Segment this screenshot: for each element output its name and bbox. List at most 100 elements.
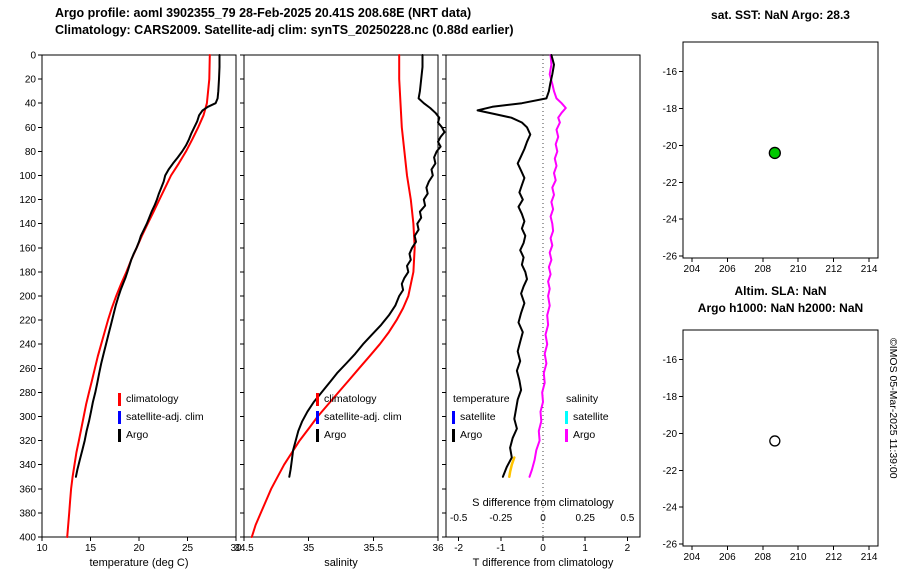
svg-text:280: 280: [19, 388, 36, 399]
salinity_profile-x-axis: 34.5 35 35.5 36: [234, 537, 444, 554]
svg-text:20: 20: [25, 75, 37, 86]
s-difference-axis-label: S difference from climatology: [472, 497, 614, 509]
svg-text:-26: -26: [663, 252, 678, 263]
sla-map-title-line1: Altim. SLA: NaN: [734, 284, 827, 298]
temperature-difference-argo-line: [476, 54, 555, 478]
argo-salinity-line-swatch: [565, 428, 568, 442]
svg-text:-0.25: -0.25: [489, 513, 512, 524]
svg-text:140: 140: [19, 219, 36, 230]
legend-label: Argo: [126, 428, 149, 441]
legend-label: climatology: [126, 392, 179, 405]
legend-label: Argo: [324, 428, 347, 441]
svg-text:-22: -22: [663, 466, 678, 477]
salinity_profile-y-axis: [240, 54, 244, 538]
svg-text:100: 100: [19, 171, 36, 182]
svg-text:214: 214: [861, 552, 878, 563]
legend-item: satellite: [452, 408, 510, 426]
climatology-temperature-line: [66, 54, 211, 538]
legend-label: satellite: [460, 410, 496, 423]
climatology-line-swatch: [316, 392, 319, 406]
legend-item: satellite-adj. clim: [118, 408, 204, 426]
sla-map-title-line2: Argo h1000: NaN h2000: NaN: [697, 301, 864, 315]
svg-text:0.25: 0.25: [575, 513, 595, 524]
legend-item: Argo: [316, 426, 402, 444]
legend-item: satellite-adj. clim: [316, 408, 402, 426]
svg-text:240: 240: [19, 340, 36, 351]
legend-label: climatology: [324, 392, 377, 405]
temperature_profile-x-label: temperature (deg C): [89, 557, 188, 569]
svg-text:214: 214: [861, 264, 878, 275]
legend-label: satellite-adj. clim: [126, 410, 204, 423]
svg-text:200: 200: [19, 292, 36, 303]
legend-header-label: salinity: [566, 392, 599, 405]
svg-text:-20: -20: [663, 429, 678, 440]
salinity_profile-panel: 34.5 35 35.5 36 salinity: [234, 54, 446, 569]
sst_map-panel: 204 206 208 210 212 214 -16 -18 -20 -22 -24 -26: [663, 41, 879, 275]
sst-map-title: sat. SST: NaN Argo: 28.3: [711, 8, 850, 22]
svg-text:34.5: 34.5: [234, 543, 254, 554]
imos-copyright-watermark: ©IMOS 05-Mar-2025 11:39:00: [887, 338, 899, 479]
legend-header: temperature: [452, 390, 510, 408]
svg-text:208: 208: [754, 264, 771, 275]
svg-text:-2: -2: [454, 543, 463, 554]
svg-text:206: 206: [719, 264, 736, 275]
difference_profile-x-axis: -2 -1 0 1 2: [454, 537, 631, 554]
svg-text:60: 60: [25, 123, 37, 134]
temperature-legend: climatology satellite-adj. clim Argo: [118, 390, 204, 444]
legend-header: salinity: [565, 390, 609, 408]
svg-text:210: 210: [790, 264, 807, 275]
salinity-difference-argo-line: [528, 54, 567, 478]
svg-text:-16: -16: [663, 67, 678, 78]
argo-temperature-line: [74, 54, 221, 478]
svg-text:20: 20: [133, 543, 145, 554]
svg-text:-18: -18: [663, 392, 678, 403]
svg-text:0: 0: [30, 51, 36, 62]
s-difference-axis-ticks: -0.5 -0.25 0 0.25 0.5: [450, 513, 635, 524]
legend-item: climatology: [118, 390, 204, 408]
svg-text:40: 40: [25, 99, 37, 110]
figure-title-line1: Argo profile: aoml 3902355_79 28-Feb-202…: [55, 6, 472, 20]
satellite-adj-line-swatch: [316, 410, 319, 424]
svg-text:360: 360: [19, 484, 36, 495]
sla_map-y-axis: -16 -18 -20 -22 -24 -26: [663, 355, 683, 551]
temperature_profile-y-axis: 0 20 40 60 80 100 120 140 160 180 200 220 240 260 280 3…: [19, 51, 42, 544]
argo-salinity-line: [288, 54, 446, 478]
temperature_profile-axes-box: [41, 54, 237, 538]
svg-text:36: 36: [432, 543, 444, 554]
sst_map-x-axis: 204 206 208 210 212 214: [684, 258, 878, 275]
svg-text:204: 204: [684, 552, 701, 563]
svg-text:80: 80: [25, 147, 37, 158]
svg-text:300: 300: [19, 412, 36, 423]
sst_map-y-axis: -16 -18 -20 -22 -24 -26: [663, 67, 683, 263]
svg-text:340: 340: [19, 460, 36, 471]
svg-text:-24: -24: [663, 215, 678, 226]
svg-text:30: 30: [230, 543, 242, 554]
svg-text:220: 220: [19, 316, 36, 327]
legend-label: Argo: [460, 428, 483, 441]
svg-text:-22: -22: [663, 178, 678, 189]
difference_profile-y-axis: [442, 54, 446, 538]
argo-position-marker-open: [769, 435, 781, 447]
svg-text:120: 120: [19, 195, 36, 206]
sla_map-x-axis: 204 206 208 210 212 214: [684, 546, 878, 563]
svg-text:400: 400: [19, 533, 36, 544]
difference_profile-panel: -2 -1 0 1 2 T difference from climatology S di…: [442, 54, 641, 569]
legend-header-label: temperature: [453, 392, 510, 405]
salinity-legend: climatology satellite-adj. clim Argo: [316, 390, 402, 444]
argo-position-marker: [768, 146, 781, 160]
svg-text:25: 25: [182, 543, 194, 554]
svg-text:212: 212: [825, 264, 842, 275]
svg-text:-24: -24: [663, 503, 678, 514]
svg-text:-0.5: -0.5: [450, 513, 468, 524]
argo-line-swatch: [316, 428, 319, 442]
legend-label: satellite-adj. clim: [324, 410, 402, 423]
climatology-line-swatch: [118, 392, 121, 406]
satellite-salinity-line-swatch: [565, 410, 568, 424]
svg-text:260: 260: [19, 364, 36, 375]
legend-item: satellite: [565, 408, 609, 426]
svg-text:-16: -16: [663, 355, 678, 366]
svg-text:15: 15: [85, 543, 97, 554]
svg-text:0: 0: [540, 543, 546, 554]
